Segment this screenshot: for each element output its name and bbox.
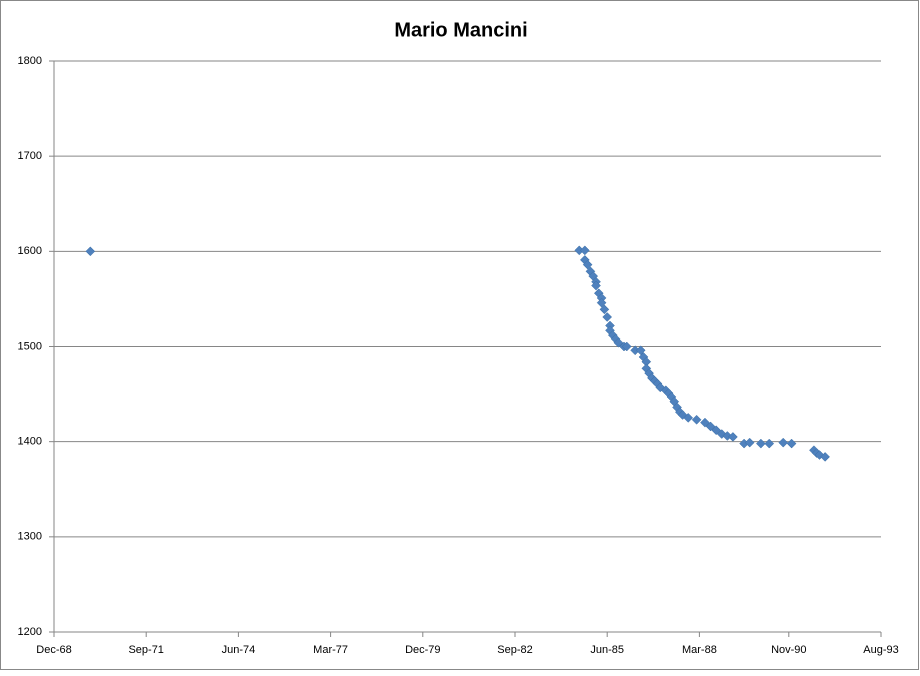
data-point bbox=[700, 417, 710, 428]
data-point bbox=[579, 245, 590, 256]
y-tick-label: 1300 bbox=[18, 531, 42, 543]
x-tick-label: Aug-93 bbox=[863, 644, 898, 656]
data-point bbox=[677, 410, 688, 420]
data-point bbox=[756, 438, 766, 449]
data-point bbox=[596, 297, 607, 308]
y-tick-label: 1200 bbox=[18, 626, 42, 638]
data-point bbox=[621, 341, 632, 352]
data-point bbox=[716, 429, 727, 439]
y-tick-label: 1600 bbox=[18, 245, 42, 257]
x-tick-label: Dec-68 bbox=[36, 644, 71, 656]
data-point bbox=[778, 437, 789, 448]
data-point bbox=[635, 345, 646, 356]
x-tick-label: Mar-77 bbox=[313, 644, 348, 656]
data-point bbox=[691, 414, 702, 425]
y-tick-label: 1800 bbox=[18, 55, 42, 67]
data-point bbox=[705, 421, 716, 432]
data-point bbox=[820, 452, 830, 462]
data-point bbox=[602, 312, 613, 322]
data-point bbox=[764, 438, 775, 449]
data-point bbox=[85, 246, 96, 257]
data-point bbox=[599, 304, 610, 315]
data-point bbox=[814, 450, 825, 460]
y-tick-label: 1500 bbox=[18, 340, 42, 352]
x-tick-label: Jun-74 bbox=[222, 644, 256, 656]
x-tick-label: Dec-79 bbox=[405, 644, 440, 656]
data-point bbox=[711, 425, 722, 436]
x-tick-label: Mar-88 bbox=[682, 644, 717, 656]
x-tick-label: Jun-85 bbox=[590, 644, 624, 656]
y-tick-label: 1700 bbox=[18, 150, 42, 162]
data-point bbox=[728, 432, 738, 442]
data-point bbox=[786, 438, 797, 449]
x-tick-label: Sep-82 bbox=[497, 644, 532, 656]
data-point bbox=[683, 413, 694, 423]
data-point bbox=[582, 259, 593, 270]
x-tick-label: Sep-71 bbox=[128, 644, 163, 656]
x-tick-label: Nov-90 bbox=[771, 644, 806, 656]
data-point bbox=[744, 437, 755, 448]
y-tick-label: 1400 bbox=[18, 436, 42, 448]
data-point bbox=[591, 280, 601, 291]
data-point bbox=[613, 337, 624, 348]
chart-title: Mario Mancini bbox=[394, 19, 527, 41]
